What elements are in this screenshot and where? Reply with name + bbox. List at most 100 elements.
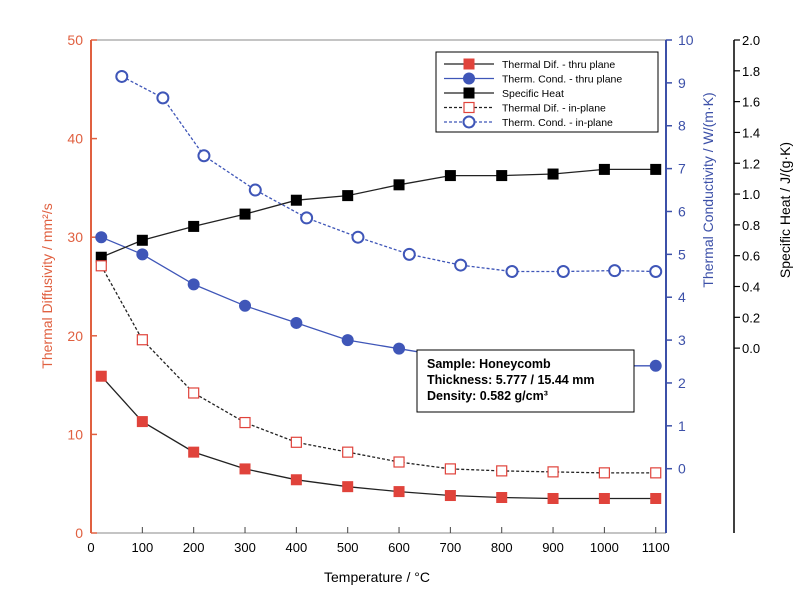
legend-marker — [462, 115, 476, 129]
data-point — [505, 264, 519, 278]
x-tick-label: 200 — [183, 540, 205, 555]
data-point — [351, 230, 365, 244]
y-right2-tick-label: 0.4 — [742, 280, 760, 295]
data-point — [115, 69, 129, 83]
data-point — [444, 170, 456, 182]
y-left-tick-label: 0 — [75, 525, 83, 541]
y-right1-tick-label: 5 — [678, 246, 686, 262]
data-point — [341, 334, 354, 347]
series-line — [101, 168, 656, 258]
series-line — [100, 265, 656, 474]
data-point — [547, 466, 559, 478]
data-point — [188, 220, 200, 232]
data-point — [547, 168, 559, 180]
x-axis-label: Temperature / °C — [324, 569, 430, 585]
data-point — [290, 194, 302, 206]
y-right2-tick-label: 0.0 — [742, 341, 760, 356]
data-point — [649, 264, 663, 278]
x-tick-label: 700 — [440, 540, 462, 555]
data-point — [650, 163, 662, 175]
y-right2-tick-label: 1.0 — [742, 187, 760, 202]
data-point — [136, 334, 148, 346]
x-tick-label: 600 — [388, 540, 410, 555]
annotation-line: Thickness: 5.777 / 15.44 mm — [427, 373, 594, 387]
y-right1-tick-label: 10 — [678, 32, 694, 48]
data-point — [393, 179, 405, 191]
y-axis-right-specific-heat: 0.0 0.2 0.4 0.6 0.8 1.0 1.2 1.4 1.6 1.8 2.0 — [733, 33, 760, 533]
y-axis-right2-label: Specific Heat / J/(g·K) — [777, 142, 793, 278]
annotation-box: Sample: Honeycomb Thickness: 5.777 / 15.4… — [416, 349, 635, 413]
data-point — [649, 359, 662, 372]
data-point — [444, 463, 456, 475]
y-left-tick-label: 50 — [67, 32, 83, 48]
annotation-line: Sample: Honeycomb — [427, 357, 551, 371]
y-left-tick-label: 10 — [67, 426, 83, 442]
legend-entry: Therm. Cond. - in-plane — [502, 117, 613, 129]
y-right1-tick-label: 8 — [678, 118, 686, 134]
data-point — [95, 251, 107, 263]
x-tick-label: 100 — [131, 540, 153, 555]
plot-area — [91, 39, 666, 534]
x-tick-label: 800 — [491, 540, 513, 555]
data-point — [598, 467, 610, 479]
data-point — [608, 264, 622, 278]
legend-entry: Thermal Dif. - thru plane — [502, 59, 615, 71]
legend-marker — [463, 87, 475, 99]
data-point — [95, 231, 108, 244]
x-tick-label: 500 — [337, 540, 359, 555]
data-point — [248, 183, 262, 197]
legend-marker — [463, 58, 475, 70]
data-point — [444, 490, 456, 502]
data-point — [136, 248, 149, 261]
x-tick-label: 300 — [234, 540, 256, 555]
data-point — [188, 387, 200, 399]
y-right1-tick-label: 7 — [678, 161, 686, 177]
y-left-tick-label: 20 — [67, 328, 83, 344]
series-line — [121, 75, 656, 273]
data-point — [300, 211, 314, 225]
legend: Thermal Dif. - thru plane Therm. Cond. - … — [435, 51, 659, 133]
data-point — [393, 486, 405, 498]
data-point — [650, 467, 662, 479]
data-point — [342, 190, 354, 202]
y-right1-tick-label: 9 — [678, 75, 686, 91]
series-line — [100, 375, 656, 500]
legend-entry: Therm. Cond. - thru plane — [502, 74, 622, 86]
annotation-line: Density: 0.582 g/cm³ — [427, 389, 548, 403]
data-point — [239, 416, 251, 429]
y-axis-left-label: Thermal Diffusivity / mm²/s — [39, 203, 55, 368]
data-point — [342, 446, 354, 458]
data-point — [454, 258, 468, 272]
y-right1-tick-label: 3 — [678, 332, 686, 348]
y-right1-tick-label: 4 — [678, 289, 686, 305]
data-point — [556, 264, 570, 278]
data-point — [496, 465, 508, 477]
x-tick-label: 0 — [87, 540, 94, 555]
y-right1-tick-label: 0 — [678, 461, 686, 477]
data-point — [290, 436, 302, 448]
y-right1-tick-label: 6 — [678, 203, 686, 219]
y-axis-right1-label: Thermal Conductivity / W/(m·K) — [700, 92, 716, 287]
y-right2-tick-label: 0.2 — [742, 310, 760, 325]
data-point — [598, 163, 610, 175]
data-point — [239, 299, 252, 312]
data-point — [239, 463, 251, 475]
data-point — [136, 416, 148, 428]
legend-entry: Specific Heat — [502, 88, 564, 100]
x-tick-label: 900 — [542, 540, 564, 555]
series-layer — [95, 69, 663, 504]
data-point — [393, 342, 406, 355]
y-right2-tick-label: 1.6 — [742, 95, 760, 110]
data-point — [156, 91, 170, 105]
data-point — [393, 456, 405, 468]
y-right2-tick-label: 1.2 — [742, 156, 760, 171]
series-0 — [95, 370, 662, 504]
legend-marker — [463, 72, 475, 85]
x-tick-label: 1000 — [590, 540, 619, 555]
y-right2-tick-label: 0.8 — [742, 218, 760, 233]
series-3 — [95, 260, 662, 479]
y-right2-tick-label: 1.4 — [742, 125, 760, 140]
data-point — [290, 474, 302, 486]
data-point — [136, 234, 148, 246]
data-point — [342, 481, 354, 493]
